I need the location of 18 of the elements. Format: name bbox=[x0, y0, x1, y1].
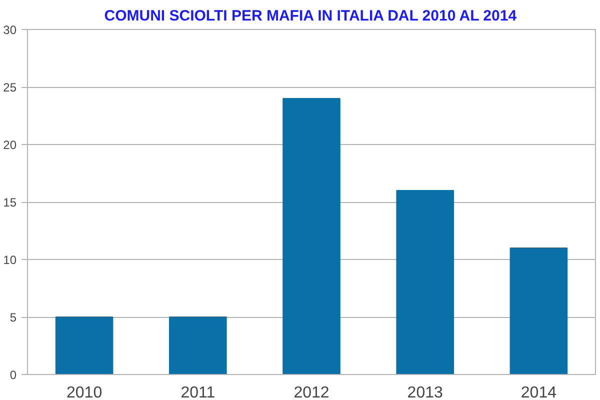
y-tick-label: 20 bbox=[3, 138, 17, 152]
bar bbox=[510, 248, 568, 374]
chart-title: COMUNI SCIOLTI PER MAFIA IN ITALIA DAL 2010 AL 2014 bbox=[104, 8, 518, 24]
x-tick-label: 2014 bbox=[520, 384, 557, 400]
y-tick-label: 30 bbox=[3, 23, 17, 37]
bar bbox=[169, 316, 227, 374]
x-tick-label: 2013 bbox=[407, 384, 443, 400]
y-tick-label: 15 bbox=[3, 196, 17, 210]
x-tick-label: 2012 bbox=[294, 384, 330, 400]
bar bbox=[396, 190, 454, 374]
bar bbox=[282, 98, 340, 374]
y-tick-label: 25 bbox=[3, 80, 17, 94]
bar bbox=[55, 316, 114, 374]
y-tick-label: 5 bbox=[10, 310, 17, 324]
y-tick-label: 10 bbox=[3, 253, 17, 267]
x-tick-label: 2010 bbox=[66, 384, 102, 400]
x-tick-label: 2011 bbox=[180, 384, 216, 400]
y-tick-label: 0 bbox=[10, 368, 17, 382]
